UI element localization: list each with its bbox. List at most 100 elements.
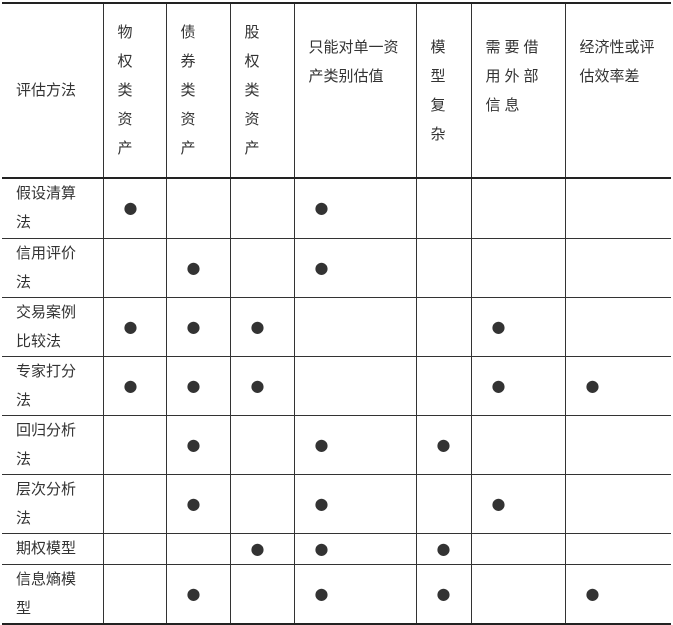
bullet-mark-icon: ● (491, 316, 506, 336)
mark-cell: ● (165, 564, 230, 624)
bullet-mark-icon: ● (314, 583, 329, 603)
mark-cell (293, 297, 416, 357)
table-row: 信息熵模型 ● ● ● ● (2, 564, 671, 624)
bullet-mark-icon: ● (186, 434, 201, 454)
mark-cell (415, 238, 471, 298)
bullet-mark-icon: ● (123, 198, 138, 218)
mark-cell: ● (102, 297, 166, 357)
mark-cell (229, 474, 294, 534)
bullet-mark-icon: ● (314, 493, 329, 513)
mark-cell: ● (229, 533, 294, 565)
mark-cell: ● (102, 178, 166, 239)
table-row: 信用评价法 ● ● (2, 238, 671, 298)
bullet-mark-icon: ● (186, 583, 201, 603)
mark-cell: ● (470, 297, 565, 357)
bullet-mark-icon: ● (123, 316, 138, 336)
mark-cell: ● (229, 297, 294, 357)
mark-cell (165, 533, 230, 565)
bullet-mark-icon: ● (186, 316, 201, 336)
mark-cell (564, 178, 671, 239)
mark-cell: ● (165, 297, 230, 357)
table-row: 专家打分法 ● ● ● ● ● (2, 356, 671, 416)
method-name: 专家打分法 (2, 356, 103, 416)
header-cell: 经济性或评估效率差 (564, 3, 671, 179)
bullet-mark-icon: ● (186, 493, 201, 513)
mark-cell: ● (415, 533, 471, 565)
method-name: 假设清算法 (2, 178, 103, 239)
bullet-mark-icon: ● (436, 538, 451, 558)
mark-cell: ● (564, 564, 671, 624)
mark-cell (229, 415, 294, 475)
mark-cell (165, 178, 230, 239)
mark-cell (415, 297, 471, 357)
mark-cell: ● (165, 356, 230, 416)
bullet-mark-icon: ● (314, 538, 329, 558)
mark-cell: ● (293, 474, 416, 534)
mark-cell (470, 564, 565, 624)
mark-cell (415, 356, 471, 416)
bullet-mark-icon: ● (250, 375, 265, 395)
mark-cell (470, 415, 565, 475)
mark-cell: ● (564, 356, 671, 416)
bullet-mark-icon: ● (585, 583, 600, 603)
mark-cell (415, 474, 471, 534)
mark-cell (564, 415, 671, 475)
mark-cell: ● (470, 474, 565, 534)
bullet-mark-icon: ● (585, 375, 600, 395)
mark-cell (564, 238, 671, 298)
mark-cell: ● (229, 356, 294, 416)
mark-cell (470, 238, 565, 298)
method-name: 层次分析法 (2, 474, 103, 534)
mark-cell (102, 474, 166, 534)
mark-cell (415, 178, 471, 239)
mark-cell (470, 178, 565, 239)
mark-cell: ● (293, 415, 416, 475)
bullet-mark-icon: ● (123, 375, 138, 395)
mark-cell: ● (293, 178, 416, 239)
header-row: 评估方法 物权类资产 债券类资产 股权类资产 只能对单一资产类别估值 模型复杂 需要借用外部… (2, 3, 671, 179)
mark-cell: ● (102, 356, 166, 416)
mark-cell: ● (293, 533, 416, 565)
bullet-mark-icon: ● (436, 583, 451, 603)
mark-cell (102, 533, 166, 565)
mark-cell: ● (293, 564, 416, 624)
mark-cell: ● (470, 356, 565, 416)
header-cell: 物权类资产 (102, 3, 166, 179)
header-cell: 评估方法 (2, 3, 103, 179)
mark-cell (470, 533, 565, 565)
mark-cell (102, 238, 166, 298)
mark-cell (564, 474, 671, 534)
mark-cell (293, 356, 416, 416)
method-name: 期权模型 (2, 533, 103, 565)
bullet-mark-icon: ● (186, 375, 201, 395)
bullet-mark-icon: ● (491, 493, 506, 513)
table-row: 层次分析法 ● ● ● (2, 474, 671, 534)
bullet-mark-icon: ● (436, 434, 451, 454)
method-name: 信用评价法 (2, 238, 103, 298)
mark-cell (229, 178, 294, 239)
bullet-mark-icon: ● (250, 538, 265, 558)
mark-cell (102, 415, 166, 475)
header-cell: 债券类资产 (165, 3, 230, 179)
header-cell: 模型复杂 (415, 3, 471, 179)
bullet-mark-icon: ● (314, 257, 329, 277)
mark-cell: ● (165, 474, 230, 534)
method-name: 交易案例比较法 (2, 297, 103, 357)
table-row: 假设清算法 ● ● (2, 178, 671, 239)
mark-cell (102, 564, 166, 624)
table-row: 期权模型 ● ● ● (2, 533, 671, 565)
method-name: 信息熵模型 (16, 569, 77, 617)
header-cell: 股权类资产 (229, 3, 294, 179)
method-name: 回归分析法 (2, 415, 103, 475)
mark-cell: ● (415, 415, 471, 475)
mark-cell: ● (165, 238, 230, 298)
mark-cell (564, 297, 671, 357)
mark-cell (564, 533, 671, 565)
mark-cell (229, 564, 294, 624)
header-cell: 需要借用外部信息 (470, 3, 565, 179)
mark-cell (229, 238, 294, 298)
table-row: 交易案例比较法 ● ● ● ● (2, 297, 671, 357)
mark-cell: ● (165, 415, 230, 475)
bullet-mark-icon: ● (186, 257, 201, 277)
